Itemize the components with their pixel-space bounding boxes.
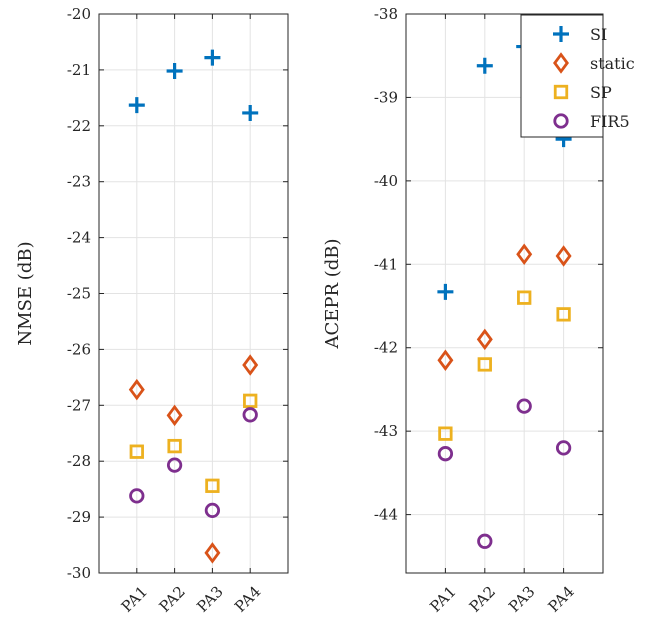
x-tick-label: PA3 <box>505 583 538 616</box>
x-tick-label: PA2 <box>466 583 499 616</box>
data-point-static <box>204 542 221 564</box>
legend-marker-static <box>553 52 569 74</box>
y-tick-label: -44 <box>374 506 398 524</box>
data-point-sp <box>556 307 571 322</box>
y-tick-label: -30 <box>67 564 91 582</box>
y-tick-label: -20 <box>67 5 91 23</box>
y-tick-label: -28 <box>67 452 91 470</box>
data-point-static <box>476 328 493 351</box>
y-tick-label: -27 <box>67 396 91 414</box>
y-tick-label: -21 <box>67 61 91 79</box>
legend-label: SP <box>590 83 612 102</box>
x-tick-label: PA2 <box>156 583 189 616</box>
x-tick-label: PA4 <box>231 583 264 616</box>
data-point-static <box>242 354 259 376</box>
data-point-static <box>128 378 145 401</box>
y-tick-label: -39 <box>374 88 398 106</box>
y-tick-label: -22 <box>67 117 91 135</box>
x-tick-label: PA4 <box>545 583 578 616</box>
legend-marker-si <box>553 26 569 42</box>
y-tick-label: -38 <box>374 5 398 23</box>
plot-area-frame <box>405 13 604 574</box>
data-point-si <box>128 97 145 114</box>
legend-label: FIR5 <box>590 112 630 131</box>
legend-label: SI <box>590 25 607 44</box>
y-axis-label: ACEPR (dB) <box>322 238 343 349</box>
data-point-si <box>204 49 221 66</box>
data-point-fir5 <box>516 398 532 414</box>
legend-label: static <box>590 54 635 73</box>
data-point-sp <box>167 438 182 454</box>
data-point-static <box>166 404 183 427</box>
data-point-sp <box>129 444 144 459</box>
legend-marker-sp <box>553 84 569 100</box>
data-point-fir5 <box>437 446 454 462</box>
x-tick-label: PA3 <box>193 583 226 616</box>
data-point-si <box>476 57 493 74</box>
data-point-fir5 <box>129 488 145 504</box>
data-point-sp <box>243 393 258 408</box>
data-point-static <box>437 349 454 371</box>
data-point-fir5 <box>204 502 221 519</box>
data-point-fir5 <box>242 407 258 423</box>
data-point-sp <box>477 357 492 372</box>
data-point-si <box>242 104 259 121</box>
y-tick-label: -43 <box>374 422 398 440</box>
y-tick-label: -42 <box>374 339 398 357</box>
y-tick-label: -25 <box>67 285 91 303</box>
data-point-si <box>437 283 454 300</box>
legend-marker-fir5 <box>553 113 569 129</box>
data-point-sp <box>205 478 220 493</box>
x-tick-label: PA1 <box>426 583 459 616</box>
y-tick-label: -41 <box>374 255 398 273</box>
legend: SI static SP FIR5 <box>520 14 635 138</box>
data-point-fir5 <box>555 440 572 456</box>
data-point-static <box>555 245 572 267</box>
y-tick-label: -29 <box>67 508 91 526</box>
data-point-fir5 <box>477 533 493 549</box>
data-point-static <box>516 243 533 266</box>
data-point-si <box>166 63 183 80</box>
y-tick-label: -23 <box>67 173 91 191</box>
y-axis-label: NMSE (dB) <box>15 241 36 345</box>
y-tick-label: -40 <box>374 172 398 190</box>
data-point-sp <box>517 290 532 305</box>
y-tick-label: -24 <box>67 229 91 247</box>
data-point-fir5 <box>166 457 183 473</box>
y-tick-label: -26 <box>67 340 91 358</box>
x-tick-label: PA1 <box>118 583 151 616</box>
data-point-sp <box>438 426 453 441</box>
